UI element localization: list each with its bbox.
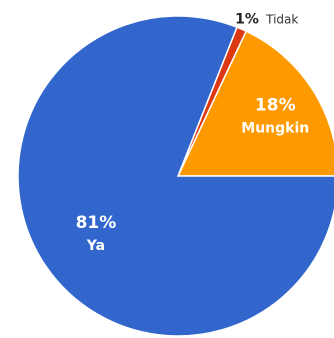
slice-label-mungkin: Mungkin xyxy=(241,120,309,136)
slice-label-tidak: Tidak xyxy=(265,12,298,26)
slice-percent-tidak: 1% xyxy=(235,11,259,27)
pie-slice-mungkin xyxy=(176,30,334,177)
slice-label-ya: Ya xyxy=(86,238,105,254)
pie-slices xyxy=(17,15,334,337)
slice-percent-mungkin: 18% xyxy=(255,95,296,115)
pie-slice-ya xyxy=(17,15,334,337)
slice-percent-ya: 81% xyxy=(76,213,117,233)
pie-labels: 18% Mungkin 1% Tidak 81% Ya xyxy=(76,11,310,253)
